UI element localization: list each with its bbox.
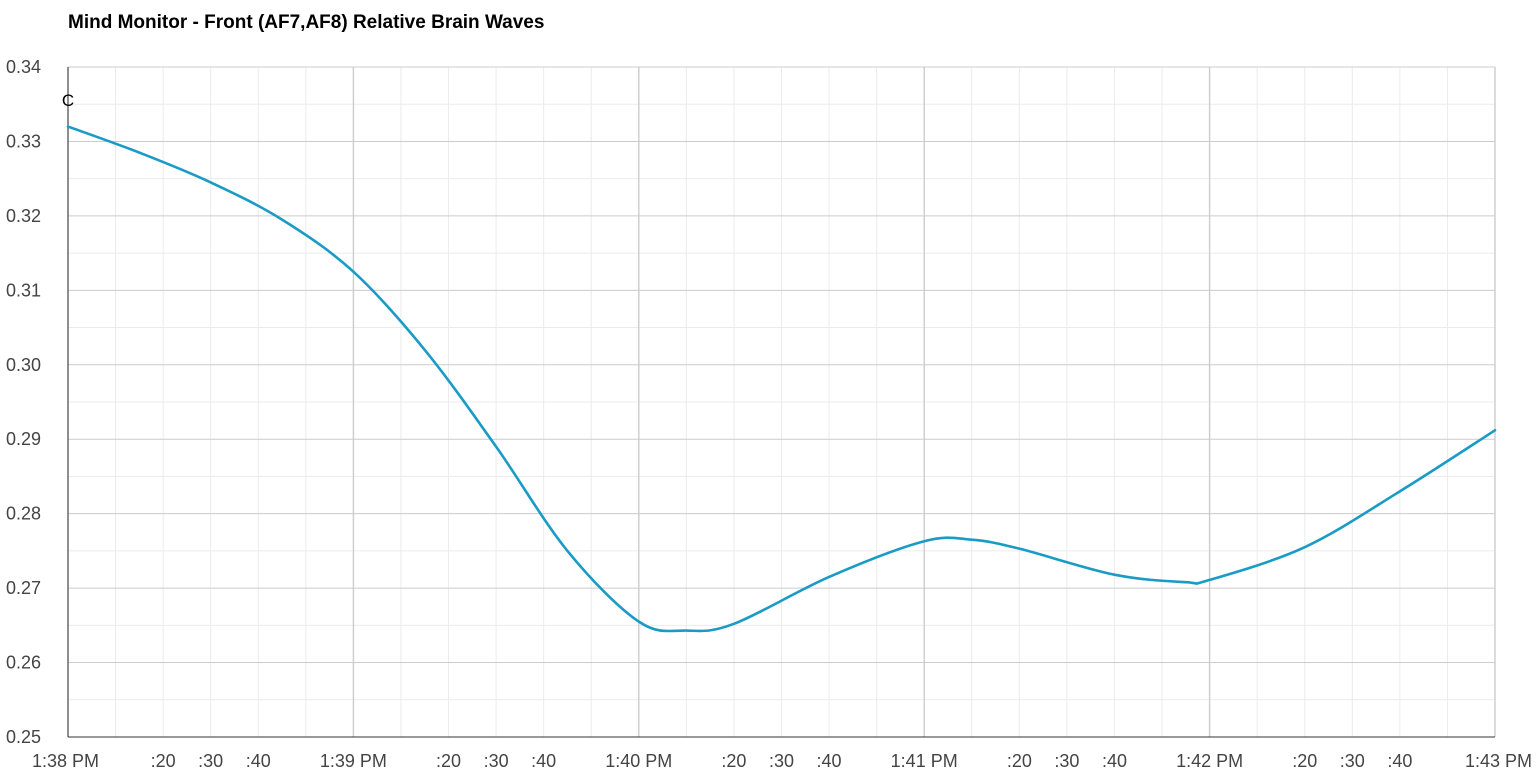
y-tick-label: 0.26 — [6, 653, 41, 673]
x-tick-label: :20 — [436, 751, 461, 771]
x-tick-label: 1:43 PM — [1465, 751, 1532, 771]
x-tick-label: :20 — [1292, 751, 1317, 771]
x-tick-label: :30 — [1340, 751, 1365, 771]
x-tick-label: :40 — [1387, 751, 1412, 771]
y-tick-label: 0.33 — [6, 131, 41, 151]
x-tick-label: :20 — [1007, 751, 1032, 771]
series-line — [66, 125, 1497, 633]
y-tick-label: 0.28 — [6, 504, 41, 524]
x-tick-label: :30 — [769, 751, 794, 771]
y-tick-label: 0.32 — [6, 206, 41, 226]
x-tick-label: :40 — [531, 751, 556, 771]
x-tick-label: :40 — [246, 751, 271, 771]
x-tick-label: :40 — [1102, 751, 1127, 771]
y-tick-label: 0.27 — [6, 578, 41, 598]
x-tick-label: :30 — [198, 751, 223, 771]
chart-title: Mind Monitor - Front (AF7,AF8) Relative … — [68, 12, 545, 33]
annotation-label: C — [62, 91, 74, 110]
x-tick-label: 1:41 PM — [891, 751, 958, 771]
x-tick-label: :30 — [1054, 751, 1079, 771]
x-tick-label: :20 — [151, 751, 176, 771]
y-tick-label: 0.30 — [6, 355, 41, 375]
axis-layer — [67, 67, 1495, 738]
y-tick-label: 0.29 — [6, 429, 41, 449]
x-tick-label: :30 — [484, 751, 509, 771]
x-tick-label: :40 — [817, 751, 842, 771]
label-layer: 0.25 0.26 0.27 0.28 0.29 0.30 0.31 0.32 0.33 0.34… — [6, 57, 1532, 771]
x-tick-label: 1:38 PM — [32, 751, 99, 771]
y-tick-label: 0.31 — [6, 280, 41, 300]
y-tick-label: 0.25 — [6, 727, 41, 747]
x-tick-label: 1:42 PM — [1176, 751, 1243, 771]
x-tick-label: 1:40 PM — [605, 751, 672, 771]
x-tick-label: 1:39 PM — [320, 751, 387, 771]
grid-layer — [67, 66, 1496, 738]
series-layer — [66, 125, 1497, 633]
y-tick-label: 0.34 — [6, 57, 41, 77]
x-tick-label: :20 — [721, 751, 746, 771]
